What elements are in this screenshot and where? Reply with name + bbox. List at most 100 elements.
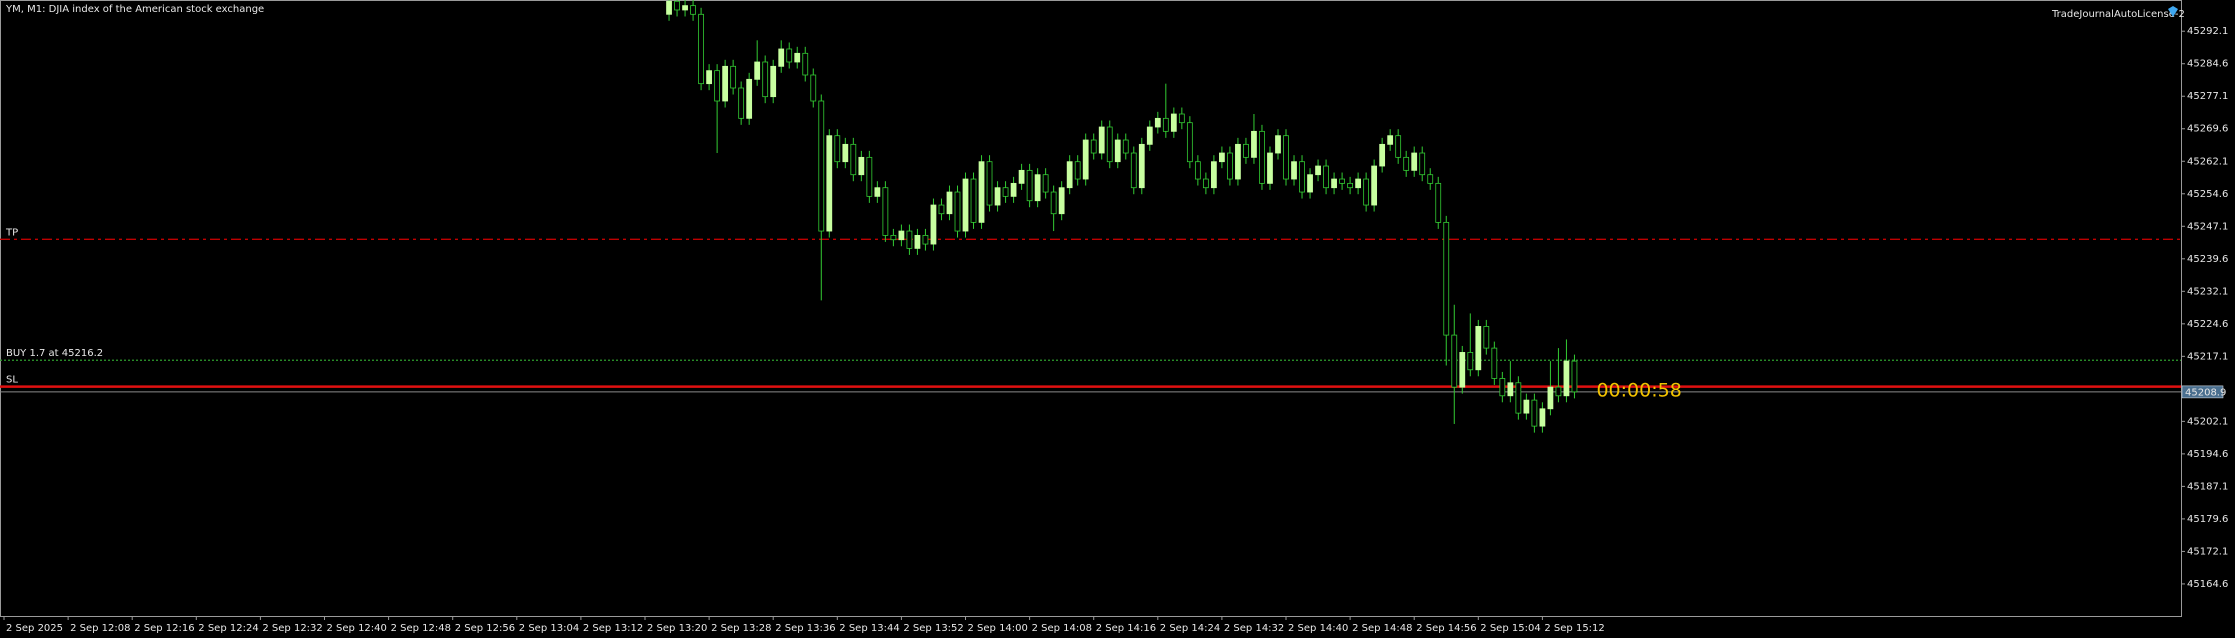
candle-body: [1531, 399, 1538, 427]
candle-body: [1018, 169, 1025, 184]
candle-body: [1315, 165, 1321, 176]
level-label: BUY 1.7 at 45216.2: [6, 348, 103, 359]
candle-body: [1042, 174, 1049, 193]
candle-body: [986, 161, 993, 206]
candle-body: [1299, 161, 1305, 193]
candle-body: [1571, 360, 1578, 393]
candle-body: [1331, 178, 1337, 189]
candle-body: [770, 65, 777, 98]
indicator-label: TradeJournalAutoLicense-2: [2051, 9, 2185, 20]
candle-body: [962, 178, 969, 232]
y-tick-label: 45269.6: [2187, 124, 2228, 135]
candle-body: [1451, 334, 1458, 388]
candle-body: [1106, 126, 1113, 163]
x-tick-label: 2 Sep 15:04: [1480, 623, 1540, 634]
candle-body: [1371, 165, 1378, 206]
x-tick-label: 2 Sep 12:16: [134, 623, 194, 634]
x-tick-label: 2 Sep 14:48: [1352, 623, 1412, 634]
candle-body: [738, 87, 745, 119]
candle-body: [754, 61, 761, 80]
candle-body: [1082, 139, 1089, 180]
y-tick-label: 45247.1: [2187, 221, 2228, 232]
candle-body: [1162, 117, 1169, 132]
x-tick-label: 2 Sep 12:48: [391, 623, 451, 634]
candle-body: [1379, 143, 1386, 167]
candle-body: [1074, 161, 1081, 180]
candle-body: [1395, 135, 1402, 158]
level-label: SL: [6, 375, 18, 386]
x-tick-label: 2 Sep 13:12: [583, 623, 643, 634]
chart-title: YM, M1: DJIA index of the American stock…: [5, 4, 264, 15]
x-tick-label: 2 Sep 13:36: [775, 623, 835, 634]
candle-body: [1339, 178, 1345, 184]
candle-body: [866, 156, 873, 197]
candle-body: [1130, 152, 1137, 189]
y-tick-label: 45284.6: [2187, 59, 2228, 70]
candle-body: [1259, 130, 1265, 184]
x-tick-label: 2 Sep 12:56: [455, 623, 515, 634]
candle-body: [1202, 178, 1209, 189]
y-tick-label: 45202.1: [2187, 416, 2228, 427]
candle-body: [1523, 399, 1530, 414]
y-tick-label: 45262.1: [2187, 156, 2228, 167]
level-label: TP: [5, 227, 18, 238]
candle-body: [1403, 156, 1410, 171]
candle-body: [714, 70, 721, 102]
candle-body: [1114, 139, 1121, 163]
x-tick-label: 2 Sep 15:12: [1544, 623, 1604, 634]
candle-body: [690, 5, 696, 15]
candle-body: [1411, 152, 1418, 171]
candle-body: [1138, 143, 1145, 189]
candle-body: [1170, 113, 1177, 132]
y-tick-label: 45217.1: [2187, 351, 2228, 362]
candle-body: [1387, 135, 1394, 145]
candle-body: [1483, 326, 1490, 349]
x-tick-label: 2 Sep 14:56: [1416, 623, 1476, 634]
candle-body: [1050, 191, 1057, 215]
candle-body: [1427, 174, 1434, 184]
candle-body: [826, 135, 833, 232]
bid-tag: [2181, 385, 2224, 399]
candle-body: [778, 48, 785, 67]
indicator-icon: [2168, 6, 2178, 17]
x-tick-label: 2 Sep 13:52: [903, 623, 963, 634]
candle-body: [730, 65, 737, 89]
candle-body: [922, 234, 929, 245]
candle-body: [1058, 187, 1065, 215]
candle-body: [970, 178, 977, 223]
candle-body: [1283, 135, 1289, 180]
candle-body: [1154, 117, 1161, 128]
candle-body: [1227, 152, 1233, 180]
candle-body: [1243, 143, 1249, 158]
levels: TP BUY 1.7 at 45216.2 SL: [0, 227, 2181, 393]
candle-body: [746, 78, 753, 119]
candle-body: [1034, 174, 1041, 202]
candle-body: [1363, 178, 1370, 206]
candle-body: [1122, 139, 1129, 154]
candle-body: [994, 187, 1001, 206]
x-tick-label: 2 Sep 13:04: [519, 623, 579, 634]
candle-body: [1499, 378, 1506, 397]
x-tick-label: 2 Sep 12:32: [262, 623, 322, 634]
candle-body: [794, 52, 801, 63]
candle-body: [1419, 152, 1426, 176]
candle-body: [674, 0, 680, 11]
x-tick-label: 2 Sep 14:32: [1224, 623, 1284, 634]
y-tick-label: 45172.1: [2187, 546, 2228, 557]
x-tick-label: 2 Sep 13:20: [647, 623, 707, 634]
x-tick-label: 2 Sep 14:40: [1288, 623, 1348, 634]
axes: 45164.6 45172.1 45179.6 45187.1 45194.6 45202…: [3, 26, 2228, 634]
candle-body: [818, 100, 825, 232]
candle-body: [978, 161, 985, 223]
x-tick-label: 2 Sep 12:40: [327, 623, 387, 634]
candle-body: [1251, 130, 1257, 158]
candle-body: [1066, 161, 1073, 189]
candle-body: [1275, 135, 1281, 154]
candle-body: [850, 143, 857, 176]
candle-body: [722, 65, 729, 102]
candle-body: [1010, 182, 1017, 197]
candle-body: [1291, 161, 1297, 180]
candle-body: [1475, 326, 1482, 371]
candle-body: [938, 204, 945, 215]
